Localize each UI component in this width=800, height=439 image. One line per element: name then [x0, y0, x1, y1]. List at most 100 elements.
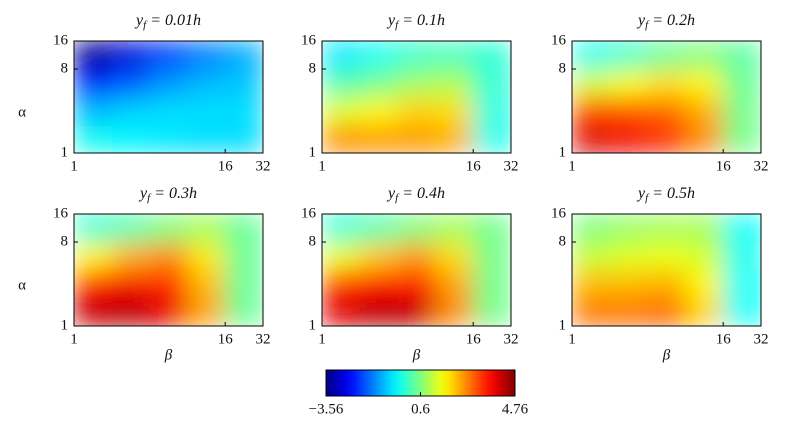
heatmap-cell	[74, 214, 113, 243]
heatmap-cell	[397, 125, 436, 153]
heatmap-cell	[397, 298, 436, 326]
heatmap-cell	[322, 270, 361, 299]
heatmap-cell	[435, 270, 474, 299]
heatmap-cell	[435, 298, 474, 326]
heatmap-cell	[149, 270, 188, 299]
plot-frame	[321, 213, 512, 327]
heatmap-cell	[187, 69, 226, 98]
plot-frame	[73, 213, 264, 327]
heatmap-cell	[187, 41, 226, 70]
heatmap-cell	[225, 242, 263, 271]
heatmap-cell	[685, 242, 724, 271]
heatmap-cell	[397, 41, 436, 70]
colorbar-tick-label: 4.76	[502, 401, 529, 417]
heatmap-cell	[187, 270, 226, 299]
heatmap-cell	[647, 125, 686, 153]
heatmap-cells	[572, 214, 761, 326]
y-tick-label: 8	[559, 60, 567, 76]
heatmap-cell	[149, 97, 188, 126]
heatmap-cell	[111, 270, 151, 299]
heatmap-cell	[647, 298, 686, 326]
heatmap-cell	[647, 41, 686, 70]
heatmap-cell	[111, 242, 151, 271]
panel-title: yf = 0.1h	[386, 12, 445, 31]
heatmap-cell	[609, 69, 649, 98]
x-tick-label: 16	[466, 331, 482, 347]
heatmap-cell	[111, 214, 151, 243]
y-tick-label: 8	[309, 233, 317, 249]
heatmap-cell	[149, 69, 188, 98]
heatmap-cell	[397, 97, 436, 126]
heatmap-cell	[187, 97, 226, 126]
x-tick-label: 32	[256, 331, 271, 347]
y-tick-label: 1	[559, 317, 567, 333]
x-tick-label: 1	[568, 331, 576, 347]
heatmap-panel	[74, 214, 263, 326]
heatmap-cells	[322, 214, 511, 326]
heatmap-cell	[685, 214, 724, 243]
colorbar-tick-label: −3.56	[309, 401, 344, 417]
x-tick-label: 32	[256, 158, 271, 174]
x-axis-label: β	[662, 347, 671, 363]
heatmap-cell	[473, 214, 511, 243]
heatmap-cell	[359, 214, 399, 243]
heatmap-cell	[111, 125, 151, 153]
x-tick-label: 1	[70, 158, 78, 174]
heatmap-cell	[473, 242, 511, 271]
heatmap-cell	[74, 125, 113, 153]
heatmap-cell	[322, 41, 361, 70]
y-tick-label: 16	[551, 205, 567, 221]
heatmap-cell	[572, 97, 611, 126]
heatmap-panel	[74, 41, 263, 153]
x-tick-label: 32	[504, 158, 519, 174]
heatmap-cell	[473, 69, 511, 98]
heatmap-cell	[359, 125, 399, 153]
heatmap-cell	[397, 242, 436, 271]
heatmap-cell	[647, 97, 686, 126]
heatmap-cell	[685, 41, 724, 70]
heatmap-cell	[111, 69, 151, 98]
heatmap-cell	[149, 242, 188, 271]
heatmap-cell	[572, 214, 611, 243]
heatmap-cell	[111, 97, 151, 126]
heatmap-cell	[723, 69, 761, 98]
heatmap-cell	[225, 125, 263, 153]
x-tick-label: 16	[716, 331, 732, 347]
heatmap-cell	[187, 242, 226, 271]
heatmap-panel	[322, 41, 511, 153]
heatmap-cells	[322, 41, 511, 153]
heatmap-cell	[473, 41, 511, 70]
y-tick-label: 16	[301, 205, 317, 221]
heatmap-cell	[322, 214, 361, 243]
y-tick-label: 16	[301, 32, 317, 48]
x-tick-label: 32	[504, 331, 519, 347]
heatmap-cell	[647, 214, 686, 243]
x-tick-label: 16	[466, 158, 482, 174]
heatmap-cell	[647, 69, 686, 98]
heatmap-panel	[572, 41, 761, 153]
heatmap-panel	[322, 214, 511, 326]
heatmap-cells	[572, 41, 761, 153]
heatmap-cell	[359, 97, 399, 126]
heatmap-cell	[609, 214, 649, 243]
heatmap-cell	[609, 270, 649, 299]
heatmap-cell	[149, 214, 188, 243]
heatmap-cell	[723, 125, 761, 153]
x-axis-label: β	[164, 347, 173, 363]
heatmap-cell	[74, 270, 113, 299]
heatmap-cell	[225, 69, 263, 98]
heatmap-cell	[685, 298, 724, 326]
heatmap-cell	[473, 298, 511, 326]
panel-title: yf = 0.3h	[138, 185, 197, 204]
heatmap-cell	[473, 97, 511, 126]
heatmap-cell	[723, 242, 761, 271]
y-tick-label: 1	[309, 317, 317, 333]
panel-title: yf = 0.4h	[386, 185, 445, 204]
heatmap-cell	[187, 298, 226, 326]
x-axis-label: β	[412, 347, 421, 363]
heatmap-cell	[225, 97, 263, 126]
y-tick-label: 8	[309, 60, 317, 76]
y-tick-label: 8	[61, 60, 69, 76]
heatmap-cell	[572, 69, 611, 98]
heatmap-cell	[225, 270, 263, 299]
